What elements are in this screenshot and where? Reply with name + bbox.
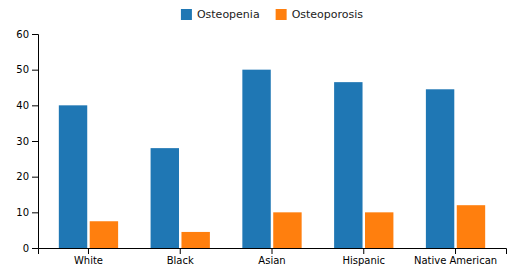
bar	[242, 70, 270, 248]
bar	[457, 205, 485, 248]
x-axis: White Black Asian Hispanic Native American	[39, 248, 507, 266]
x-tick-mark	[88, 248, 89, 254]
y-tick-mark	[32, 212, 38, 213]
x-tick-mark	[455, 248, 456, 254]
legend-label: Osteoporosis	[292, 8, 364, 21]
chart: 0 10 20 30 40 50 60 White Black Asian Hispanic Nati…	[0, 0, 520, 274]
bar	[59, 105, 87, 248]
y-tick: 10	[16, 207, 38, 218]
x-tick-label: Asian	[258, 255, 285, 266]
y-axis-line	[32, 35, 39, 249]
legend: Osteopenia Osteoporosis	[181, 8, 363, 21]
legend-swatch	[181, 9, 192, 20]
y-tick: 0	[23, 243, 38, 254]
x-tick-mark	[180, 248, 181, 254]
bar	[334, 82, 362, 248]
y-tick-label: 60	[16, 29, 29, 40]
y-tick-label: 10	[16, 207, 29, 218]
y-tick-mark	[32, 248, 38, 249]
y-axis: 0 10 20 30 40 50 60	[16, 29, 38, 254]
x-tick-mark	[363, 248, 364, 254]
bar-series	[90, 205, 485, 248]
bar-series	[59, 70, 454, 248]
y-tick: 40	[16, 100, 38, 111]
x-tick-label: Black	[167, 255, 194, 266]
y-tick-label: 40	[16, 100, 29, 111]
x-tick-label: White	[74, 255, 103, 266]
x-tick-label: Native American	[414, 255, 497, 266]
bar	[181, 232, 209, 248]
y-tick-mark	[32, 105, 38, 106]
x-tick: Black	[167, 248, 194, 266]
y-tick: 30	[16, 136, 38, 147]
y-tick-label: 50	[16, 64, 29, 75]
bar	[151, 148, 179, 248]
legend-item: Osteopenia	[181, 8, 260, 21]
y-tick-mark	[32, 34, 38, 35]
legend-label: Osteopenia	[197, 8, 260, 21]
x-tick: White	[74, 248, 103, 266]
x-tick: Asian	[258, 248, 285, 266]
x-axis-line	[39, 249, 507, 255]
y-tick-label: 0	[23, 243, 29, 254]
legend-swatch	[276, 9, 287, 20]
legend-item: Osteoporosis	[276, 8, 364, 21]
x-tick-mark	[272, 248, 273, 254]
y-tick: 60	[16, 29, 38, 40]
y-tick-label: 30	[16, 136, 29, 147]
x-tick: Native American	[414, 248, 497, 266]
y-tick: 20	[16, 171, 38, 182]
y-tick-mark	[32, 70, 38, 71]
bar	[365, 212, 393, 248]
y-tick-mark	[32, 177, 38, 178]
bars	[59, 70, 485, 248]
y-tick: 50	[16, 64, 38, 75]
plot: 0 10 20 30 40 50 60 White Black Asian Hispanic Nati…	[16, 29, 506, 266]
y-tick-label: 20	[16, 171, 29, 182]
y-tick-mark	[32, 141, 38, 142]
bar	[90, 221, 118, 248]
x-tick: Hispanic	[342, 248, 385, 266]
bar	[426, 89, 454, 248]
bar	[273, 212, 301, 248]
x-tick-label: Hispanic	[342, 255, 385, 266]
